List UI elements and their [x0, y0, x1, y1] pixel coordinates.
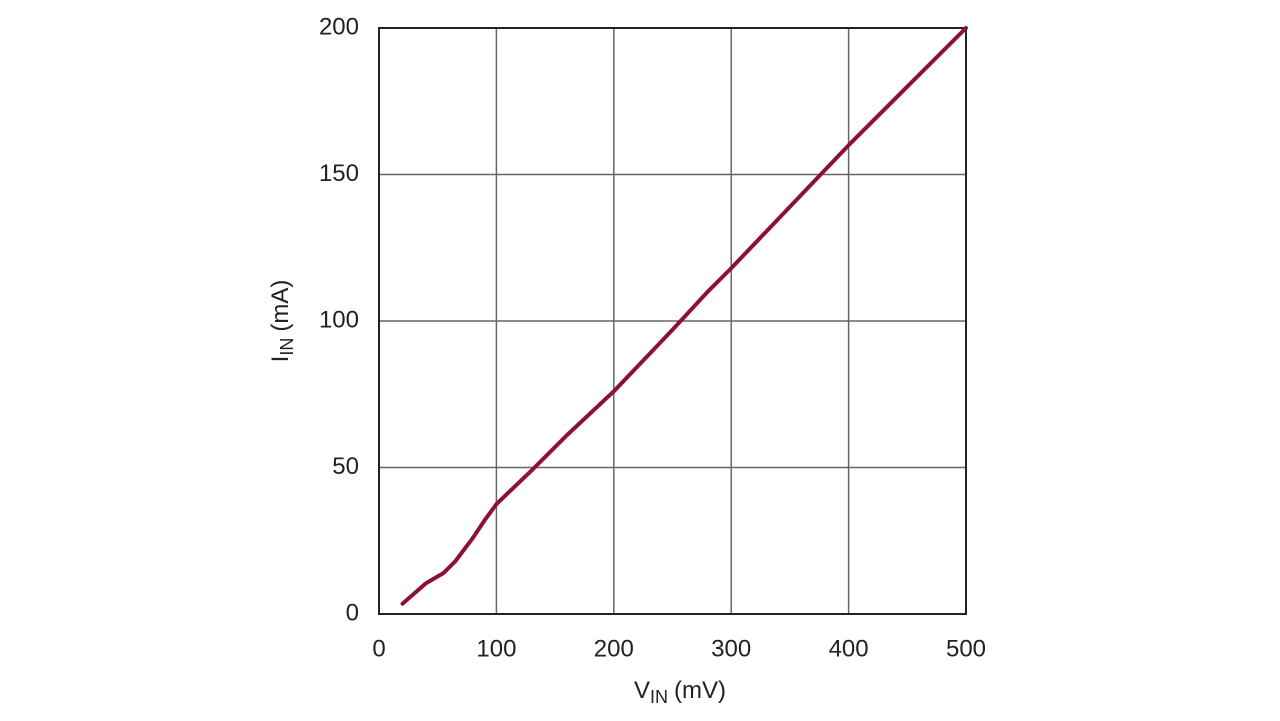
data-line: [400, 26, 968, 606]
y-tick-label: 150: [319, 160, 359, 187]
x-axis-label: VIN (mV): [634, 677, 726, 706]
y-tick-label: 50: [332, 453, 359, 480]
y-tick-label: 100: [319, 306, 359, 333]
plot-frame: [378, 27, 967, 615]
y-tick-label: 0: [346, 599, 359, 626]
y-axis-label: IIN(mA): [267, 280, 296, 363]
x-tick-label: 100: [476, 635, 516, 662]
y-tick-label: 200: [319, 13, 359, 40]
x-tick-label: 400: [829, 635, 869, 662]
x-tick-label: 0: [372, 635, 385, 662]
x-tick-label: 200: [594, 635, 634, 662]
x-tick-label: 300: [711, 635, 751, 662]
x-tick-label: 500: [946, 635, 986, 662]
